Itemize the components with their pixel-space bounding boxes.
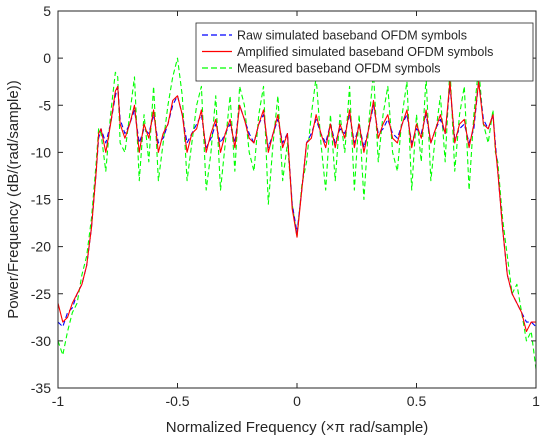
x-tick-label: 0.5 xyxy=(407,393,427,409)
plot-frame xyxy=(57,10,537,389)
legend: Raw simulated baseband OFDM symbols Ampl… xyxy=(195,22,534,82)
y-tick-label: 0 xyxy=(43,50,51,66)
legend-label-amplified: Amplified simulated baseband OFDM symbol… xyxy=(237,45,493,59)
series-layer xyxy=(57,57,537,370)
series-line-measured xyxy=(57,57,537,370)
y-tick-label: 5 xyxy=(43,3,51,19)
y-axis-label: Power/Frequency (dB/(rad/sample)) xyxy=(5,80,22,318)
x-axis-label: Normalized Frequency (×π rad/sample) xyxy=(166,419,429,436)
legend-box xyxy=(195,22,534,82)
y-tick-label: -5 xyxy=(39,97,52,113)
legend-label-raw: Raw simulated baseband OFDM symbols xyxy=(237,29,467,43)
y-tick-label: -10 xyxy=(31,144,51,160)
y-tick-label: -15 xyxy=(31,192,51,208)
legend-label-measured: Measured baseband OFDM symbols xyxy=(237,62,441,76)
y-tick-label: -20 xyxy=(31,239,51,255)
y-tick-label: -35 xyxy=(31,380,51,396)
x-tick-label: -0.5 xyxy=(165,393,189,409)
series-line-amplified xyxy=(57,81,536,333)
x-tick-label: 0 xyxy=(293,393,301,409)
x-tick-label: 1 xyxy=(532,393,540,409)
y-tick-label: -25 xyxy=(31,286,51,302)
y-tick-label: -30 xyxy=(31,333,51,349)
x-tick-label: -1 xyxy=(52,393,65,409)
